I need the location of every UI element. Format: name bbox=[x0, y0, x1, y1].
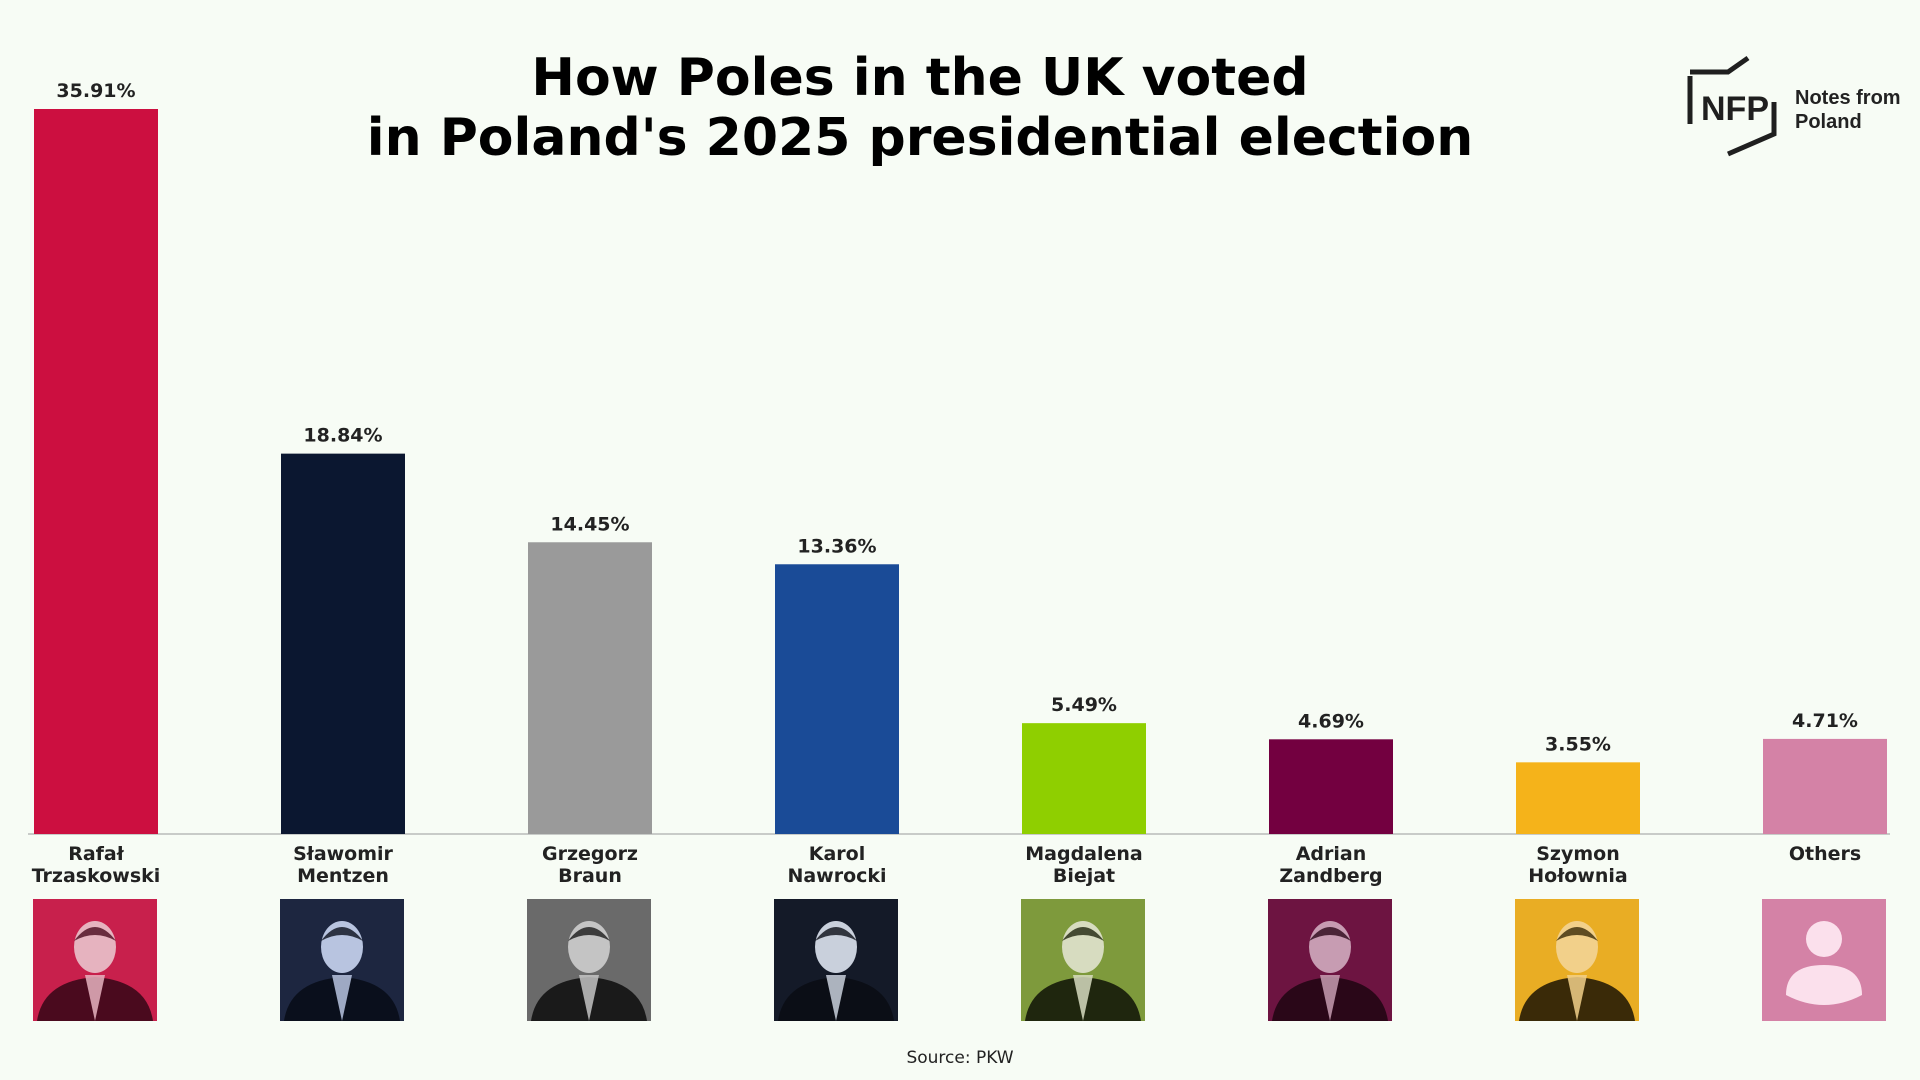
category-label-6-line-1: Hołownia bbox=[1528, 865, 1627, 887]
category-label-4-line-1: Biejat bbox=[1053, 865, 1115, 887]
category-label-2: Grzegorz Braun bbox=[542, 843, 638, 887]
value-label-7: 4.71% bbox=[1792, 710, 1858, 732]
bar-1 bbox=[281, 453, 405, 834]
category-label-7: Others bbox=[1789, 843, 1861, 865]
category-label-1: Sławomir Mentzen bbox=[293, 843, 393, 887]
category-label-2-line-0: Grzegorz bbox=[542, 843, 638, 865]
bar-7 bbox=[1763, 738, 1887, 834]
category-label-4-line-0: Magdalena bbox=[1025, 843, 1143, 865]
nfp-logo-mark: NFP bbox=[1701, 90, 1769, 128]
source-note: Source: PKW bbox=[906, 1048, 1014, 1068]
nfp-logo-wordmark: Notes from Poland bbox=[1795, 86, 1901, 134]
chart-title-line-2: in Poland's 2025 presidential election bbox=[366, 108, 1474, 168]
category-label-0: Rafał Trzaskowski bbox=[32, 843, 161, 887]
chart-title-line-1: How Poles in the UK voted bbox=[531, 48, 1309, 108]
value-label-0: 35.91% bbox=[56, 80, 135, 102]
bar-6 bbox=[1516, 762, 1640, 834]
nfp-logo-icon bbox=[1687, 55, 1777, 157]
value-label-6: 3.55% bbox=[1545, 733, 1611, 755]
category-label-4: Magdalena Biejat bbox=[1025, 843, 1143, 887]
bar-2 bbox=[528, 542, 652, 834]
category-label-5-line-1: Zandberg bbox=[1279, 865, 1382, 887]
category-label-2-line-1: Braun bbox=[558, 865, 622, 887]
portrait-nawrocki bbox=[774, 899, 898, 1021]
portrait-biejat bbox=[1021, 899, 1145, 1021]
portrait-holownia bbox=[1515, 899, 1639, 1021]
category-label-3-line-1: Nawrocki bbox=[787, 865, 886, 887]
person-placeholder-icon bbox=[1762, 899, 1886, 1021]
value-label-5: 4.69% bbox=[1298, 710, 1364, 732]
category-label-1-line-0: Sławomir bbox=[293, 843, 393, 865]
value-label-4: 5.49% bbox=[1051, 694, 1117, 716]
nfp-logo: NFP bbox=[1687, 55, 1777, 157]
bar-0 bbox=[34, 109, 158, 834]
category-label-5: Adrian Zandberg bbox=[1279, 843, 1382, 887]
category-label-6-line-0: Szymon bbox=[1536, 843, 1620, 865]
category-label-7-line-0: Others bbox=[1789, 843, 1861, 865]
portrait-mentzen bbox=[280, 899, 404, 1021]
value-label-3: 13.36% bbox=[797, 535, 876, 557]
category-label-5-line-0: Adrian bbox=[1296, 843, 1367, 865]
nfp-logo-line-1: Notes from bbox=[1795, 87, 1901, 109]
bar-3 bbox=[775, 564, 899, 834]
nfp-logo-line-2: Poland bbox=[1795, 111, 1862, 133]
portrait-zandberg bbox=[1268, 899, 1392, 1021]
chart-title: How Poles in the UK voted in Poland's 20… bbox=[0, 48, 1840, 168]
portrait-braun bbox=[527, 899, 651, 1021]
bar-5 bbox=[1269, 739, 1393, 834]
category-label-6: Szymon Hołownia bbox=[1528, 843, 1627, 887]
category-label-0-line-0: Rafał bbox=[68, 843, 125, 865]
category-label-0-line-1: Trzaskowski bbox=[32, 865, 161, 887]
value-label-2: 14.45% bbox=[550, 513, 629, 535]
portrait-trzaskowski bbox=[33, 899, 157, 1021]
category-label-1-line-1: Mentzen bbox=[297, 865, 389, 887]
bar-4 bbox=[1022, 723, 1146, 834]
value-label-1: 18.84% bbox=[303, 425, 382, 447]
category-label-3-line-0: Karol bbox=[809, 843, 865, 865]
category-label-3: Karol Nawrocki bbox=[787, 843, 886, 887]
